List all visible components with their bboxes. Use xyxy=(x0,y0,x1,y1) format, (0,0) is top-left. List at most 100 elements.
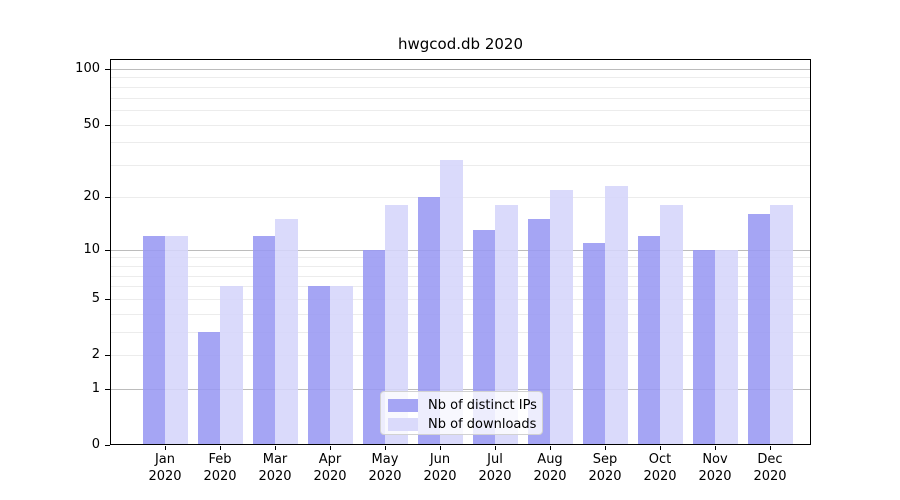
bar-downloads xyxy=(605,186,628,444)
x-tick-label-jun: Jun 2020 xyxy=(412,451,468,485)
bar-downloads xyxy=(495,205,518,444)
x-tick-label-sep: Sep 2020 xyxy=(577,451,633,485)
x-tick-label-feb: Feb 2020 xyxy=(192,451,248,485)
x-tick-month: Sep xyxy=(592,452,618,467)
y-minor-gridline xyxy=(111,77,810,79)
y-tick-mark xyxy=(105,355,110,357)
y-tick-mark xyxy=(105,249,110,251)
x-tick-label-mar: Mar 2020 xyxy=(247,451,303,485)
x-tick-label-jan: Jan 2020 xyxy=(137,451,193,485)
y-tick-mark xyxy=(105,299,110,301)
bar-distinct-ips xyxy=(747,214,770,444)
x-tick-year: 2020 xyxy=(258,469,292,484)
legend-swatch-distinct-ips xyxy=(388,398,418,412)
y-tick-label: 50 xyxy=(83,116,100,132)
x-tick-month: Jan xyxy=(154,452,176,467)
y-tick-label: 100 xyxy=(75,60,100,76)
x-tick-label-apr: Apr 2020 xyxy=(302,451,358,485)
bar-distinct-ips xyxy=(582,242,605,444)
bar-downloads xyxy=(770,205,793,444)
y-minor-gridline xyxy=(111,97,810,99)
y-major-gridline xyxy=(111,68,810,70)
legend-label-distinct-ips: Nb of distinct IPs xyxy=(428,397,537,413)
x-tick-mark xyxy=(660,446,661,450)
y-tick-mark xyxy=(105,445,110,446)
x-tick-label-nov: Nov 2020 xyxy=(687,451,743,485)
bar-downloads xyxy=(440,160,463,444)
x-tick-mark xyxy=(165,446,166,450)
x-tick-month: Mar xyxy=(262,452,288,467)
x-tick-year: 2020 xyxy=(148,469,182,484)
x-tick-mark xyxy=(770,446,771,450)
x-tick-mark xyxy=(275,446,276,450)
x-tick-year: 2020 xyxy=(753,469,787,484)
x-tick-month: Jul xyxy=(487,452,503,467)
y-tick-label: 0 xyxy=(91,437,100,452)
y-tick-mark xyxy=(105,388,110,390)
plot-area xyxy=(110,59,811,445)
x-tick-mark xyxy=(605,446,606,450)
x-tick-month: Aug xyxy=(537,452,563,467)
legend-swatch-downloads xyxy=(388,417,418,431)
y-tick-mark xyxy=(105,196,110,198)
y-minor-gridline xyxy=(111,124,810,126)
bar-distinct-ips xyxy=(472,229,495,444)
x-tick-month: Apr xyxy=(318,452,342,467)
bar-distinct-ips xyxy=(692,249,715,444)
x-tick-year: 2020 xyxy=(588,469,622,484)
y-tick-label: 5 xyxy=(91,291,100,307)
bar-distinct-ips xyxy=(527,219,550,444)
x-tick-year: 2020 xyxy=(643,469,677,484)
x-tick-label-may: May 2020 xyxy=(357,451,413,485)
legend: Nb of distinct IPs Nb of downloads xyxy=(380,391,543,435)
legend-label-downloads: Nb of downloads xyxy=(428,416,537,432)
x-tick-month: Jun xyxy=(429,452,451,467)
x-tick-year: 2020 xyxy=(698,469,732,484)
x-tick-year: 2020 xyxy=(203,469,237,484)
x-tick-mark xyxy=(220,446,221,450)
y-tick-mark xyxy=(105,124,110,126)
x-tick-month: Nov xyxy=(702,452,728,467)
y-minor-gridline xyxy=(111,86,810,88)
bar-distinct-ips xyxy=(637,236,660,444)
bar-distinct-ips xyxy=(417,196,440,444)
bar-downloads xyxy=(220,286,243,444)
y-tick-label: 20 xyxy=(83,188,100,204)
x-tick-mark xyxy=(550,446,551,450)
x-tick-mark xyxy=(715,446,716,450)
x-tick-month: Dec xyxy=(757,452,783,467)
x-tick-mark xyxy=(495,446,496,450)
chart-title: hwgcod.db 2020 xyxy=(398,35,523,53)
x-tick-month: May xyxy=(371,452,399,467)
bar-downloads xyxy=(550,189,573,444)
x-tick-mark xyxy=(330,446,331,450)
legend-item-distinct-ips: Nb of distinct IPs xyxy=(388,396,542,414)
bar-distinct-ips xyxy=(142,236,165,444)
x-tick-year: 2020 xyxy=(533,469,567,484)
bar-distinct-ips xyxy=(362,249,385,444)
legend-item-downloads: Nb of downloads xyxy=(388,415,542,433)
x-tick-label-dec: Dec 2020 xyxy=(742,451,798,485)
x-tick-mark xyxy=(385,446,386,450)
x-tick-month: Feb xyxy=(208,452,232,467)
bar-downloads xyxy=(165,236,188,444)
bar-downloads xyxy=(385,205,408,444)
x-tick-month: Oct xyxy=(648,452,672,467)
bar-distinct-ips xyxy=(197,332,220,444)
x-tick-label-aug: Aug 2020 xyxy=(522,451,578,485)
bar-distinct-ips xyxy=(252,236,275,444)
y-tick-label: 10 xyxy=(83,241,100,257)
bar-downloads xyxy=(330,286,353,444)
bar-downloads xyxy=(275,219,298,444)
bar-distinct-ips xyxy=(307,286,330,444)
bar-downloads xyxy=(715,249,738,444)
x-tick-year: 2020 xyxy=(313,469,347,484)
y-tick-label: 2 xyxy=(91,347,100,363)
x-tick-year: 2020 xyxy=(368,469,402,484)
x-tick-year: 2020 xyxy=(478,469,512,484)
x-tick-mark xyxy=(440,446,441,450)
bar-downloads xyxy=(660,205,683,444)
x-tick-year: 2020 xyxy=(423,469,457,484)
y-minor-gridline xyxy=(111,142,810,144)
